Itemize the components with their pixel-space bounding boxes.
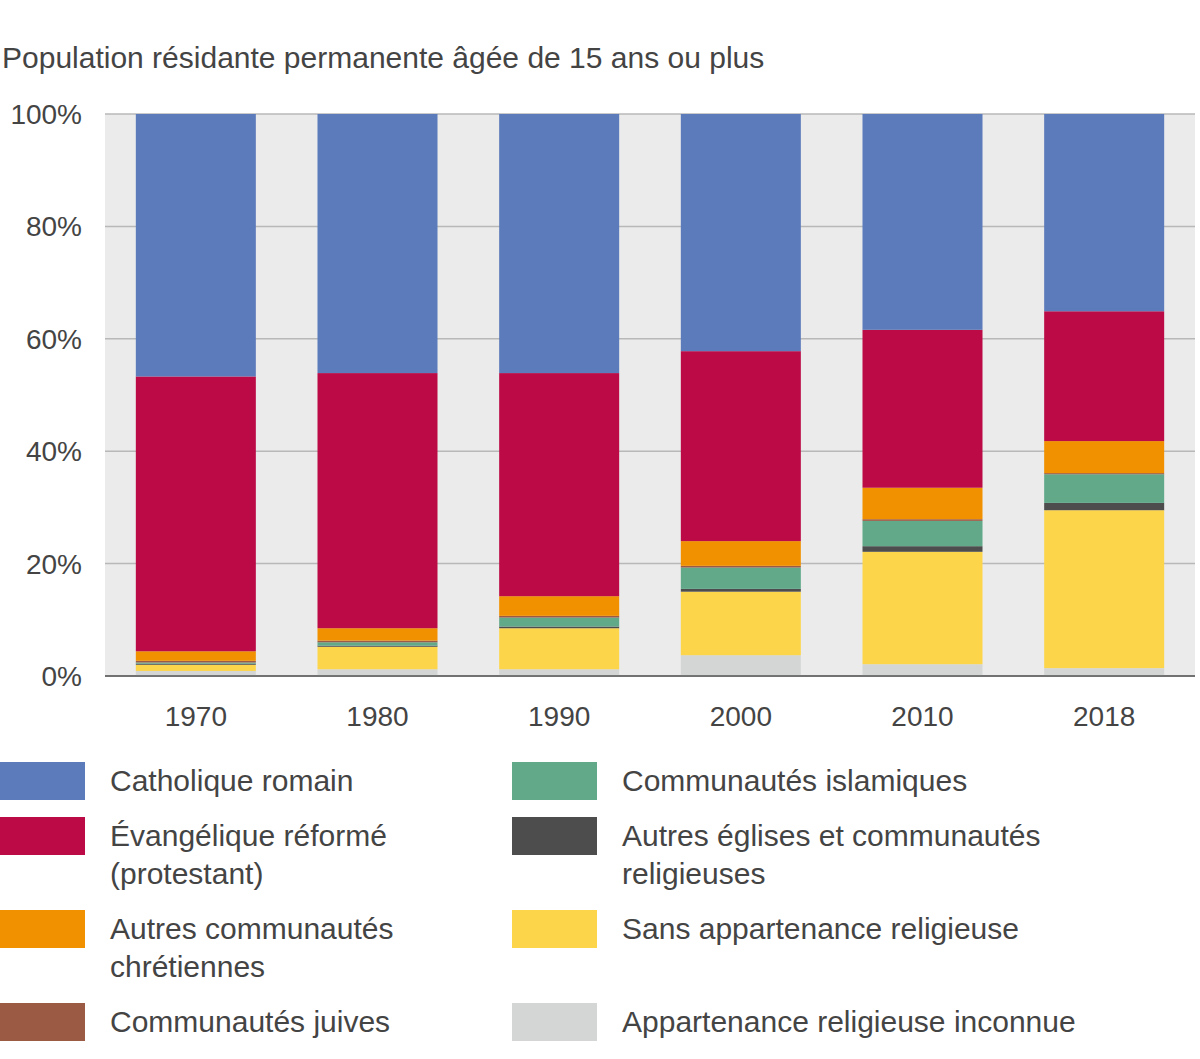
bar-segment: [318, 647, 438, 669]
bar-segment: [1044, 474, 1164, 503]
x-tick-label: 1990: [528, 701, 590, 732]
bar-segment: [499, 114, 619, 373]
legend-label: Sans appartenance religieuse: [622, 910, 1182, 948]
bar-segment: [136, 114, 256, 376]
bar-segment: [318, 642, 438, 645]
grid: [105, 114, 1195, 676]
bar-segment: [499, 669, 619, 676]
bar-segment: [499, 616, 619, 618]
bar-segment: [863, 519, 983, 521]
plot-background: [105, 114, 1195, 676]
bar-segment: [863, 521, 983, 546]
bar-segment: [318, 114, 438, 373]
bar-segment: [136, 661, 256, 663]
bar-segment: [318, 646, 438, 647]
legend-item: Catholique romain: [0, 762, 512, 800]
bar-segment: [681, 589, 801, 592]
bar-segment: [499, 627, 619, 629]
bar-segment: [863, 664, 983, 676]
legend-item: Communautés juives: [0, 1003, 512, 1041]
legend-swatch: [0, 910, 85, 948]
legend-item: Évangélique réformé (protestant): [0, 817, 512, 893]
y-tick-label: 60%: [26, 324, 82, 355]
y-tick-label: 20%: [26, 549, 82, 580]
legend: Catholique romain Évangélique réformé (pr…: [0, 762, 1200, 1041]
bar-segment: [681, 568, 801, 589]
bar-segment: [318, 669, 438, 676]
bar-segment: [1044, 114, 1164, 311]
legend-label: Communautés juives: [110, 1003, 450, 1041]
legend-swatch: [512, 1003, 597, 1041]
x-tick-label: 2000: [710, 701, 772, 732]
bar-segment: [1044, 441, 1164, 473]
bar-segment: [681, 655, 801, 676]
grid-line: [105, 113, 1195, 115]
legend-item: Sans appartenance religieuse: [512, 910, 1200, 986]
legend-label: Catholique romain: [110, 762, 450, 800]
bar-segment: [681, 541, 801, 566]
bar-segment: [136, 665, 256, 671]
y-tick-label: 40%: [26, 436, 82, 467]
legend-label: Autres églises et communautés religieuse…: [622, 817, 1182, 893]
bar-segment: [499, 596, 619, 616]
bar-segment: [863, 114, 983, 330]
bar-segment: [318, 628, 438, 640]
legend-swatch: [512, 762, 597, 800]
x-tick-label: 1980: [346, 701, 408, 732]
bar-segment: [1044, 311, 1164, 441]
grid-line: [105, 563, 1195, 565]
x-tick-label: 2018: [1073, 701, 1135, 732]
y-tick-label: 0%: [42, 661, 82, 692]
bar-segment: [136, 664, 256, 665]
bars: [136, 114, 1164, 676]
bar-segment: [136, 671, 256, 676]
legend-swatch: [512, 910, 597, 948]
bar-segment: [1044, 473, 1164, 474]
bar-segment: [681, 114, 801, 351]
bar-segment: [318, 641, 438, 643]
bar-segment: [681, 351, 801, 541]
legend-item: Communautés islamiques: [512, 762, 1200, 800]
x-tick-label: 1970: [165, 701, 227, 732]
bar-segment: [318, 373, 438, 628]
legend-swatch: [512, 817, 597, 855]
y-tick-label: 80%: [26, 211, 82, 242]
bar-segment: [499, 618, 619, 627]
grid-line: [105, 450, 1195, 452]
grid-line: [105, 226, 1195, 228]
legend-swatch: [0, 762, 85, 800]
legend-item: Appartenance religieuse inconnue: [512, 1003, 1200, 1041]
legend-item: Autres églises et communautés religieuse…: [512, 817, 1200, 893]
bar-segment: [136, 663, 256, 664]
legend-swatch: [0, 1003, 85, 1041]
bar-segment: [681, 592, 801, 656]
bar-segment: [863, 552, 983, 664]
bar-segment: [499, 373, 619, 596]
grid-line: [105, 338, 1195, 340]
y-tick-label: 100%: [10, 99, 82, 130]
bar-segment: [499, 628, 619, 669]
bar-segment: [136, 376, 256, 651]
grid-line: [105, 675, 1195, 677]
title: Population résidante permanente âgée de …: [2, 41, 764, 74]
legend-swatch: [0, 817, 85, 855]
legend-label: Communautés islamiques: [622, 762, 1182, 800]
x-tick-label: 2010: [891, 701, 953, 732]
legend-label: Appartenance religieuse inconnue: [622, 1003, 1182, 1041]
bar-segment: [1044, 510, 1164, 668]
bar-segment: [1044, 668, 1164, 676]
legend-label: Autres communautés chrétiennes: [110, 910, 450, 986]
bar-segment: [1044, 503, 1164, 510]
bar-segment: [863, 546, 983, 552]
bar-segment: [863, 330, 983, 488]
chart: Population résidante permanente âgée de …: [0, 0, 1200, 760]
x-axis-line: [105, 675, 1195, 677]
legend-label: Évangélique réformé (protestant): [110, 817, 450, 893]
bar-segment: [681, 566, 801, 568]
bar-segment: [136, 651, 256, 661]
legend-item: Autres communautés chrétiennes: [0, 910, 512, 986]
bar-segment: [863, 488, 983, 519]
